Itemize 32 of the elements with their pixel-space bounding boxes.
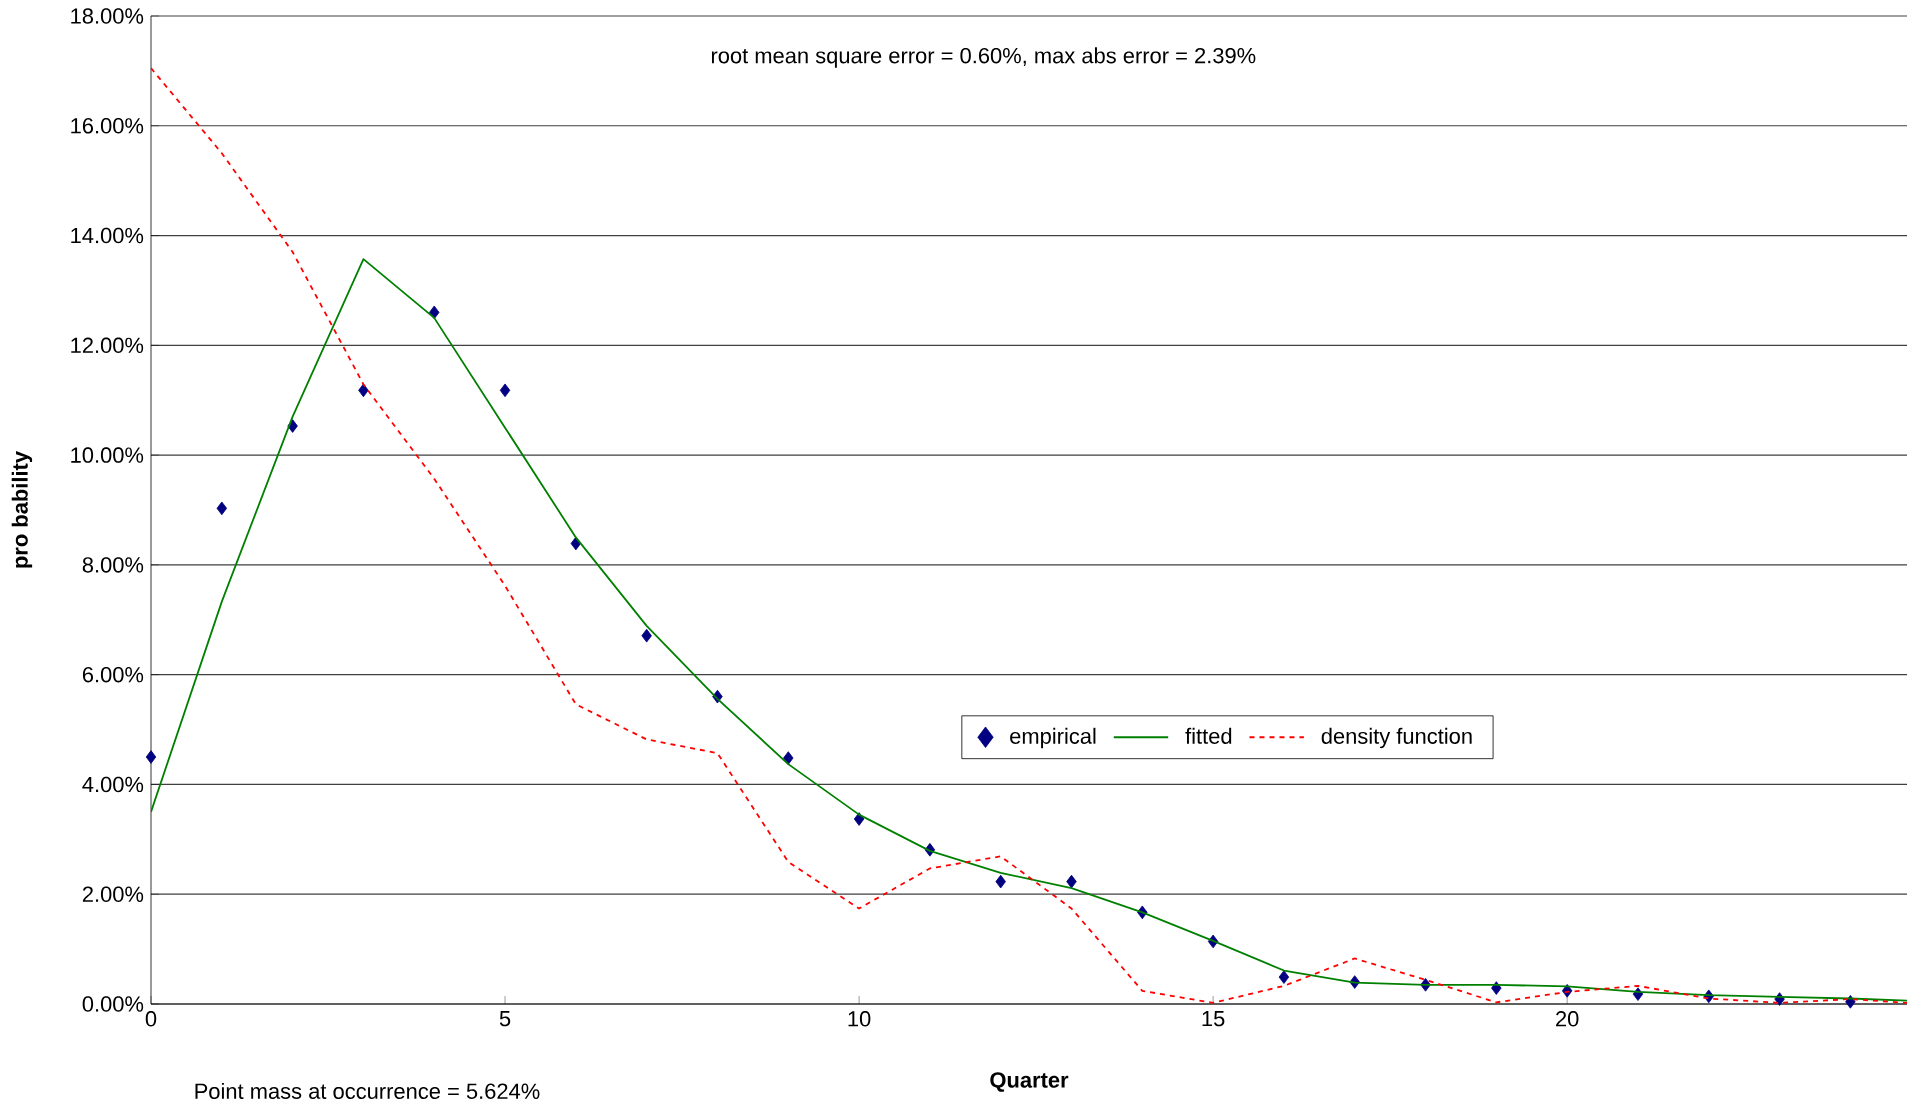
legend-label: fitted	[1185, 727, 1232, 744]
point	[1066, 874, 1077, 889]
y-tick-label: 0.00%	[82, 996, 144, 1012]
y-tick-label: 18.00%	[71, 8, 144, 24]
legend-label: empirical	[1010, 727, 1096, 749]
y-tick-label: 16.00%	[71, 118, 144, 134]
y-tick-label: 8.00%	[82, 557, 144, 573]
point	[853, 812, 865, 826]
point	[216, 501, 228, 516]
point	[995, 874, 1006, 889]
x-tick-label: 0	[145, 1011, 157, 1027]
x-tick-label: 5	[499, 1011, 511, 1027]
y-tick-label: 14.00%	[71, 227, 144, 244]
y-axis-title: pro bability	[11, 451, 33, 568]
y-tick-label: 10.00%	[71, 447, 144, 463]
x-tick-label: 15	[1202, 1011, 1225, 1027]
point	[499, 383, 511, 398]
x-axis-title: Quarter	[990, 1072, 1069, 1092]
point	[145, 750, 157, 764]
y-tick-label: 6.00%	[82, 666, 144, 683]
y-tick-label: 12.00%	[71, 337, 144, 354]
text: Point mass at occurrence = 5.624%	[195, 1082, 540, 1099]
x-tick-label: 20	[1556, 1011, 1579, 1027]
legend-label: density function	[1321, 727, 1472, 749]
y-tick-label: 4.00%	[82, 776, 144, 793]
point	[358, 383, 369, 398]
x-tick-label: 10	[848, 1011, 871, 1027]
point	[1278, 970, 1290, 984]
point	[641, 628, 652, 643]
annotation: root mean square error = 0.60%, max abs error = 2.39%	[711, 47, 1256, 68]
y-tick-label: 2.00%	[82, 886, 144, 902]
point	[287, 419, 298, 433]
